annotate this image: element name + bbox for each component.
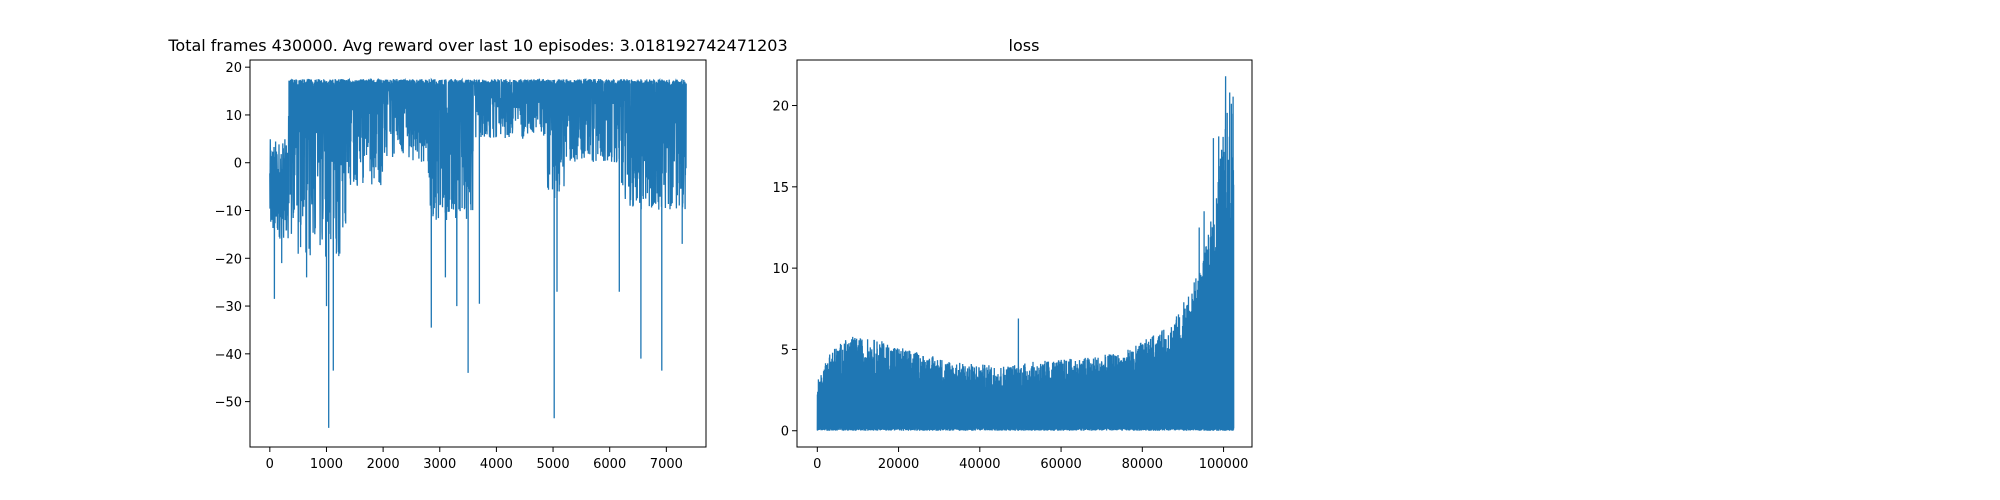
reward-y-tick-label: −20 xyxy=(215,252,242,267)
loss-x-tick-label: 100000 xyxy=(1199,457,1249,472)
loss-y-tick-label: 15 xyxy=(772,181,789,196)
reward-line-path xyxy=(269,77,687,428)
reward-y-tick-label: 0 xyxy=(234,157,242,172)
loss-x-tick-label: 20000 xyxy=(878,457,919,472)
reward-x-tick-label: 6000 xyxy=(593,457,626,472)
reward-y-tick-label: 10 xyxy=(225,109,242,124)
loss-x-tick-label: 60000 xyxy=(1040,457,1081,472)
loss-y-tick-label: 5 xyxy=(781,343,789,358)
loss-y-tick-label: 20 xyxy=(772,100,789,115)
loss-x-ticks: 0 20000 40000 60000 80000 100000 xyxy=(813,447,1248,472)
loss-line-path xyxy=(816,76,1235,431)
loss-x-tick-label: 80000 xyxy=(1122,457,1163,472)
loss-series-line xyxy=(816,76,1235,431)
loss-y-tick-label: 0 xyxy=(781,425,789,440)
reward-chart-title: Total frames 430000. Avg reward over las… xyxy=(167,36,787,55)
reward-x-tick-label: 5000 xyxy=(537,457,570,472)
reward-y-tick-label: −30 xyxy=(215,300,242,315)
reward-y-tick-label: 20 xyxy=(225,61,242,76)
loss-axes-frame xyxy=(796,59,1253,448)
loss-x-tick-label: 0 xyxy=(813,457,821,472)
reward-y-tick-label: −50 xyxy=(215,396,242,411)
loss-y-tick-label: 10 xyxy=(772,262,789,277)
loss-chart-title: loss xyxy=(1009,36,1040,55)
reward-x-tick-label: 0 xyxy=(266,457,274,472)
reward-chart: Total frames 430000. Avg reward over las… xyxy=(167,36,787,472)
reward-series-line xyxy=(269,77,687,428)
loss-y-ticks: 0 5 10 15 20 xyxy=(772,100,797,440)
reward-x-tick-label: 1000 xyxy=(310,457,343,472)
reward-x-tick-label: 7000 xyxy=(650,457,683,472)
reward-x-tick-label: 3000 xyxy=(423,457,456,472)
loss-x-tick-label: 40000 xyxy=(959,457,1000,472)
loss-chart: loss 0 20000 40000 60000 80000 100000 0 5 10 15 2… xyxy=(772,36,1253,472)
reward-x-tick-label: 4000 xyxy=(480,457,513,472)
reward-x-tick-label: 2000 xyxy=(367,457,400,472)
reward-y-tick-label: −10 xyxy=(215,205,242,220)
reward-x-ticks: 0 1000 2000 3000 4000 5000 6000 7000 xyxy=(266,447,683,472)
reward-y-tick-label: −40 xyxy=(215,348,242,363)
reward-y-ticks: −50 −40 −30 −20 −10 0 10 20 xyxy=(215,61,250,411)
reward-axes-frame xyxy=(249,59,707,448)
